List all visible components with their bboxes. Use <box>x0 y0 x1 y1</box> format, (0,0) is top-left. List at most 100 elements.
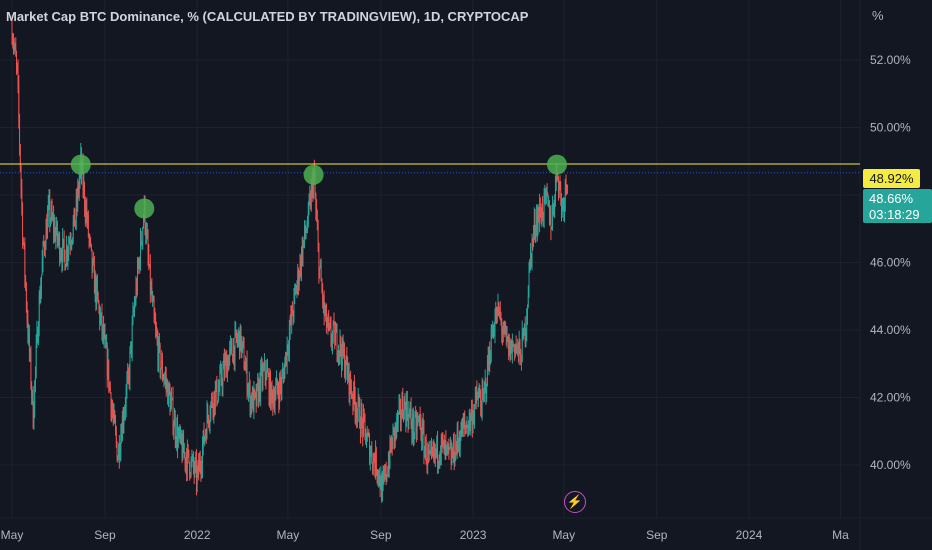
candle-body <box>527 295 529 307</box>
candle-body <box>567 185 568 190</box>
candle-body <box>244 368 246 371</box>
time-tick-label: Sep <box>94 528 116 542</box>
candle-body <box>23 242 25 246</box>
candle-body <box>242 341 244 345</box>
candle-body <box>189 462 191 475</box>
candle-body <box>429 451 431 454</box>
candle-body <box>236 338 238 342</box>
candle-body <box>423 429 425 457</box>
resistance-price-label: 48.92% <box>863 169 920 188</box>
candle-body <box>332 322 334 334</box>
candle-body <box>193 467 195 474</box>
candle-body <box>338 349 340 354</box>
candle-body <box>22 242 24 244</box>
candle-body <box>113 411 115 417</box>
peak-marker <box>70 154 91 175</box>
candle-body <box>552 207 553 229</box>
candle-body <box>521 331 523 362</box>
time-axis[interactable]: May Sep 2022 May Sep 2023 May Sep 2024 Ma <box>1 528 849 542</box>
candle-body <box>356 411 358 419</box>
candle-body <box>518 342 519 356</box>
candle-body <box>326 305 327 327</box>
candle-body <box>440 435 442 454</box>
candle-body <box>180 430 181 438</box>
candle-body <box>185 458 187 465</box>
candle-body <box>266 368 268 380</box>
candle-body <box>226 356 228 378</box>
candle-body <box>25 286 27 308</box>
candle-body <box>484 384 485 394</box>
candle-body <box>373 454 375 462</box>
candle-body <box>219 372 221 388</box>
candle-body <box>378 471 379 478</box>
candle-body <box>212 405 214 413</box>
candle-body <box>527 306 528 315</box>
candle-body <box>367 434 369 436</box>
candle-body <box>466 425 468 429</box>
candle-body <box>174 417 175 427</box>
candle-body <box>339 337 341 354</box>
time-tick-label: 2024 <box>736 528 763 542</box>
candle-body <box>152 298 154 302</box>
candle-body <box>459 442 460 450</box>
candle-body <box>265 375 267 380</box>
candle-body <box>513 344 515 347</box>
candle-body <box>229 347 231 357</box>
candle-body <box>199 459 201 468</box>
candle-body <box>237 336 239 342</box>
candle-body <box>462 420 464 427</box>
candle-body <box>130 341 132 352</box>
candle-body <box>533 231 534 241</box>
candle-body <box>41 274 42 289</box>
candle-body <box>432 450 434 455</box>
candle-body <box>441 435 443 442</box>
candle-body <box>224 359 226 374</box>
candle-body <box>337 355 339 358</box>
candle-body <box>294 289 296 293</box>
price-axis[interactable]: 52.00%50.00%48.00%46.00%44.00%42.00%40.0… <box>870 53 911 472</box>
candle-body <box>474 406 475 420</box>
candle-body <box>65 264 67 270</box>
candle-body <box>359 402 361 428</box>
candle-body <box>209 416 211 424</box>
peak-markers <box>70 154 567 219</box>
candle-body <box>366 441 367 445</box>
candle-body <box>59 235 61 261</box>
candle-body <box>471 409 473 429</box>
candle-body <box>390 438 392 451</box>
candle-body <box>554 201 556 210</box>
chart-title: Market Cap BTC Dominance, % (CALCULATED … <box>6 9 529 24</box>
candle-body <box>282 372 283 378</box>
candle-body <box>365 428 367 445</box>
candle-body <box>552 207 554 209</box>
candle-body <box>38 296 40 329</box>
candle-body <box>288 331 290 351</box>
candle-body <box>140 235 141 267</box>
candle-body <box>75 221 76 227</box>
candle-body <box>298 276 300 286</box>
candle-body <box>453 438 455 463</box>
candle-body <box>142 227 144 243</box>
candle-body <box>259 379 261 397</box>
candle-body <box>306 229 308 232</box>
candle-body <box>192 455 194 459</box>
candle-body <box>268 375 270 401</box>
candle-body <box>26 307 28 321</box>
candle-body <box>117 459 119 461</box>
candle-body <box>376 473 378 475</box>
candle-body <box>100 312 102 317</box>
candle-body <box>242 341 243 344</box>
price-tick-label: 52.00% <box>870 53 911 67</box>
candle-body <box>44 249 46 251</box>
candle-body <box>537 211 539 231</box>
candle-body <box>565 180 567 187</box>
candle-body <box>418 417 420 420</box>
lightning-icon[interactable]: ⚡ <box>564 491 586 513</box>
candle-body <box>158 339 160 346</box>
time-tick-label: May <box>277 528 300 542</box>
candle-body <box>287 344 289 351</box>
candle-body <box>218 387 220 391</box>
candle-body <box>477 398 479 400</box>
candle-body <box>132 311 134 323</box>
